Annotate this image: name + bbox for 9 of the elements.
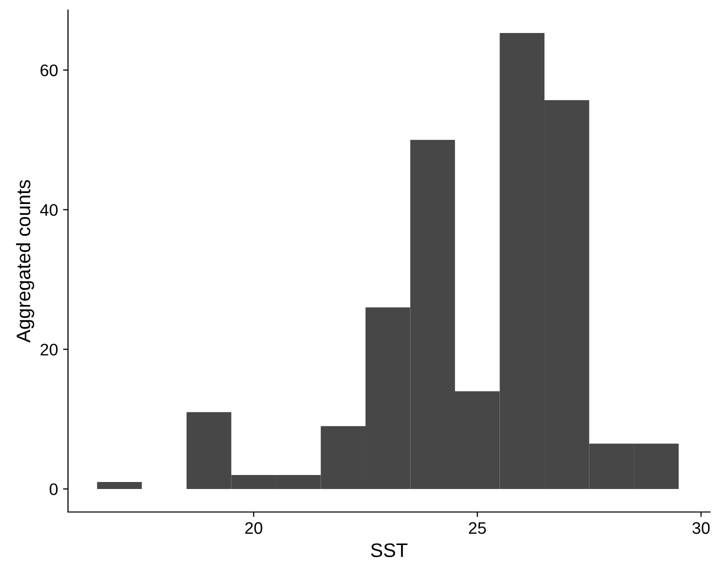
x-tick-label: 30	[692, 522, 710, 534]
y-tick-label: 40	[40, 204, 58, 216]
x-tick-label: 25	[468, 522, 486, 534]
y-tick-label: 60	[40, 64, 58, 76]
x-tick-label: 20	[245, 522, 262, 534]
y-tick-label: 0	[50, 483, 58, 496]
x-axis-title: SST	[370, 543, 408, 558]
y-axis-title: Aggregated counts	[16, 180, 34, 343]
y-tick-label: 20	[40, 344, 58, 356]
